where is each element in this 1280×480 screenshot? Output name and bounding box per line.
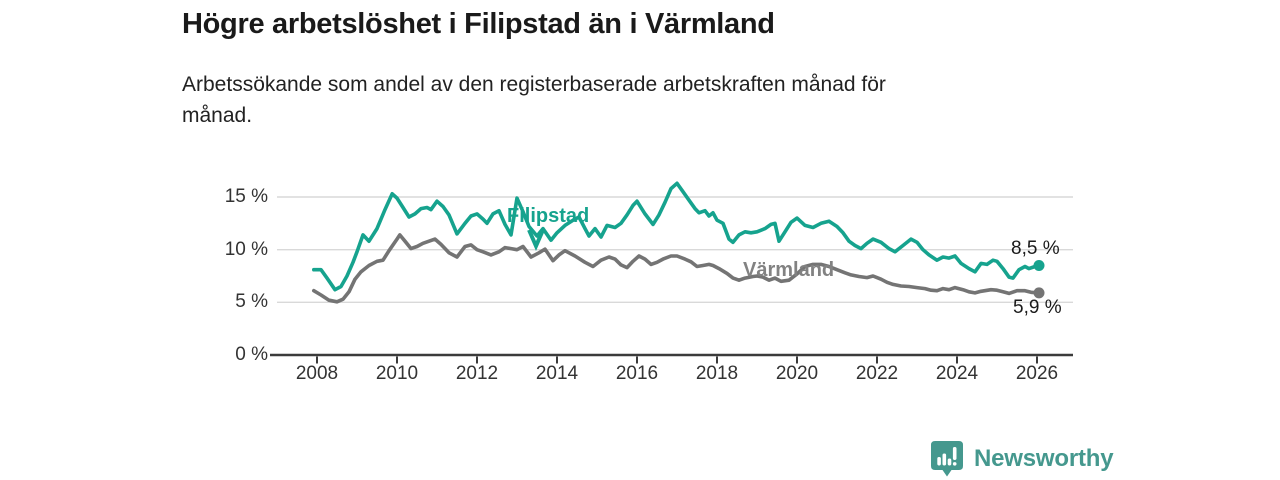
x-axis-label-2022: 2022 [855, 363, 899, 384]
y-axis-label-5: 5 % [235, 291, 268, 313]
varmland-line [311, 233, 1041, 304]
y-axis-label-10: 10 % [224, 238, 268, 260]
x-axis-label-2026: 2026 [1015, 363, 1059, 384]
x-axis-label-2024: 2024 [935, 363, 979, 384]
series-end-dots [1033, 259, 1045, 299]
series-label-varmland: Värmland [743, 259, 835, 281]
x-axis-label-2016: 2016 [615, 363, 659, 384]
x-axis [270, 353, 1073, 364]
subtitle-line-1: Arbetssökande som andel av den registerb… [182, 73, 886, 96]
subtitle-line-2: månad. [182, 104, 253, 127]
newsworthy-bubble-chart-icon [931, 441, 963, 477]
y-axis-label-15: 15 % [224, 186, 268, 207]
end-value-varmland: 5,9 % [1013, 297, 1062, 318]
x-axis-label-2018: 2018 [695, 363, 739, 384]
x-axis-label-2008: 2008 [295, 363, 339, 384]
x-axis-label-2010: 2010 [375, 363, 419, 384]
chart-title: Högre arbetslöshet i Filipstad än i Värm… [182, 8, 775, 40]
x-axis-label-2014: 2014 [535, 363, 579, 384]
end-value-filipstad: 8,5 % [1011, 238, 1060, 259]
chart-subtitle: Arbetssökande som andel av den registerb… [182, 69, 886, 131]
filipstad-line [311, 181, 1041, 292]
filipstad-pointer-arrow [527, 229, 545, 251]
newsworthy-logo: Newsworthy [930, 440, 1114, 477]
x-axis-label-2020: 2020 [775, 363, 819, 384]
y-axis-label-0: 0 % [235, 344, 268, 365]
newsworthy-wordmark: Newsworthy [974, 444, 1114, 472]
filipstad-end-dot [1033, 259, 1045, 271]
series-lines [311, 181, 1041, 304]
varmland-end-dot [1033, 287, 1045, 299]
series-label-filipstad: Filipstad [507, 205, 590, 227]
x-axis-label-2012: 2012 [455, 363, 499, 384]
